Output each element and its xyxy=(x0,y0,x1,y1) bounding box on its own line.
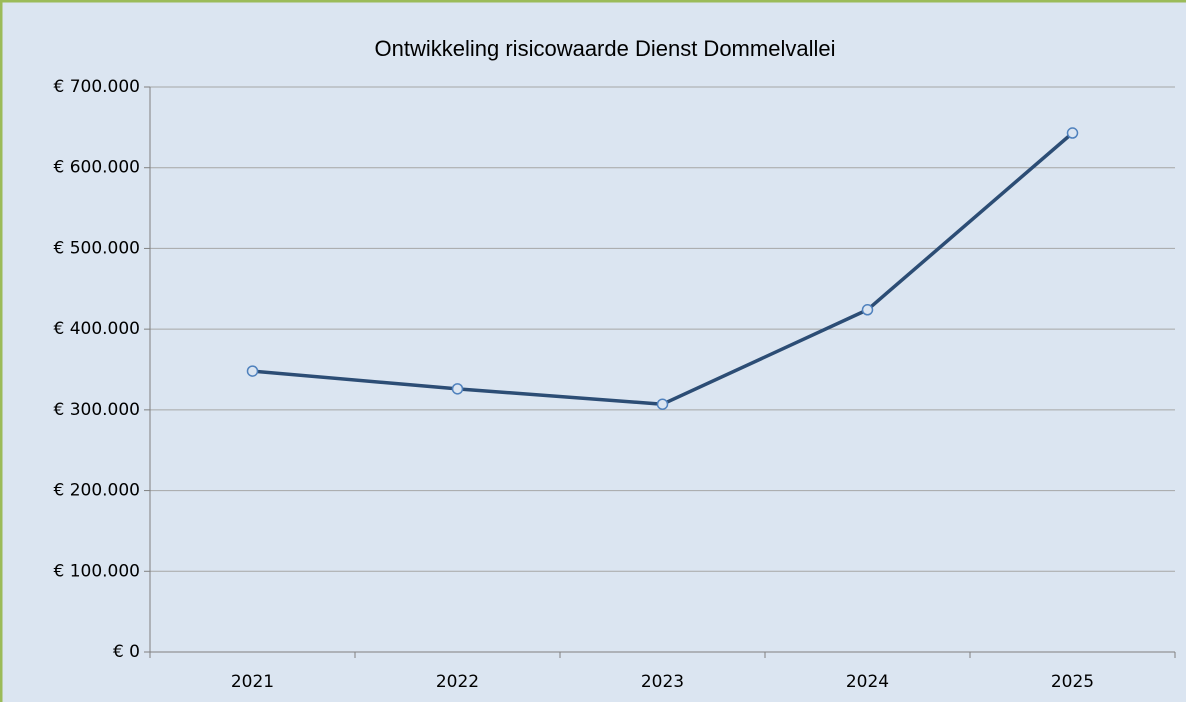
y-tick-label: € 400.000 xyxy=(53,319,140,339)
chart-title: Ontwikkeling risicowaarde Dienst Dommelv… xyxy=(375,36,836,61)
x-tick-label: 2024 xyxy=(846,672,889,692)
marker xyxy=(656,398,669,410)
y-tick-label: € 500.000 xyxy=(53,238,140,258)
y-tick-label: € 700.000 xyxy=(53,77,140,97)
x-tick-label: 2022 xyxy=(436,672,479,692)
y-tick-label: € 600.000 xyxy=(53,158,140,178)
marker xyxy=(451,383,464,395)
x-tick-label: 2021 xyxy=(231,672,274,692)
marker xyxy=(1066,127,1079,139)
x-tick-label: 2023 xyxy=(641,672,684,692)
y-tick-label: € 300.000 xyxy=(53,400,140,420)
marker xyxy=(246,365,259,377)
y-tick-label: € 100.000 xyxy=(53,561,140,581)
x-tick-label: 2025 xyxy=(1051,672,1094,692)
y-tick-label: € 0 xyxy=(113,642,140,662)
y-tick-label: € 200.000 xyxy=(53,481,140,501)
marker xyxy=(861,304,874,316)
